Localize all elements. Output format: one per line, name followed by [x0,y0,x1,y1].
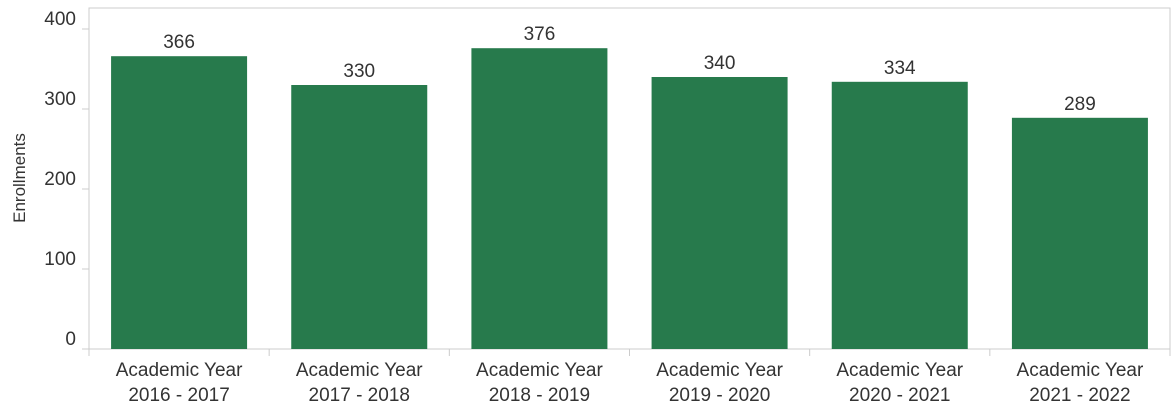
bar-value-label: 334 [884,58,916,79]
x-category-label: 2019 - 2020 [669,385,770,406]
bar-value-label: 376 [524,24,556,45]
x-category-label: 2016 - 2017 [128,385,229,406]
x-category-label: 2018 - 2019 [489,385,590,406]
bar-value-label: 289 [1064,94,1096,115]
bar [471,48,608,349]
x-category-label: 2021 - 2022 [1029,385,1130,406]
x-axis: Academic Year 2016 - 2017 Academic Year 201… [88,349,1171,406]
x-category-label: Academic Year [116,360,243,381]
bar-value-label: 340 [704,53,736,74]
bar [651,77,788,349]
bar-series: 366 330 376 340 334 289 [111,24,1148,350]
y-axis: 0 100 200 300 400 [44,9,89,350]
bar [1011,117,1148,349]
bar-value-label: 366 [163,32,195,53]
plot-frame [88,7,1171,350]
x-category-label: Academic Year [476,360,603,381]
y-axis-title: Enrollments [10,133,29,223]
x-category-label: Academic Year [296,360,423,381]
y-tick-label: 200 [44,169,76,190]
y-tick-label: 0 [65,329,76,350]
bar [831,81,968,350]
bar [111,56,248,349]
bar [291,85,428,349]
x-category-label: Academic Year [656,360,783,381]
y-tick-label: 100 [44,249,76,270]
y-tick-label: 300 [44,89,76,110]
bar-value-label: 330 [343,61,375,82]
x-category-label: 2017 - 2018 [309,385,410,406]
x-category-label: Academic Year [1017,360,1144,381]
x-category-label: Academic Year [836,360,963,381]
y-tick-label: 400 [44,9,76,30]
x-category-label: 2020 - 2021 [849,385,950,406]
